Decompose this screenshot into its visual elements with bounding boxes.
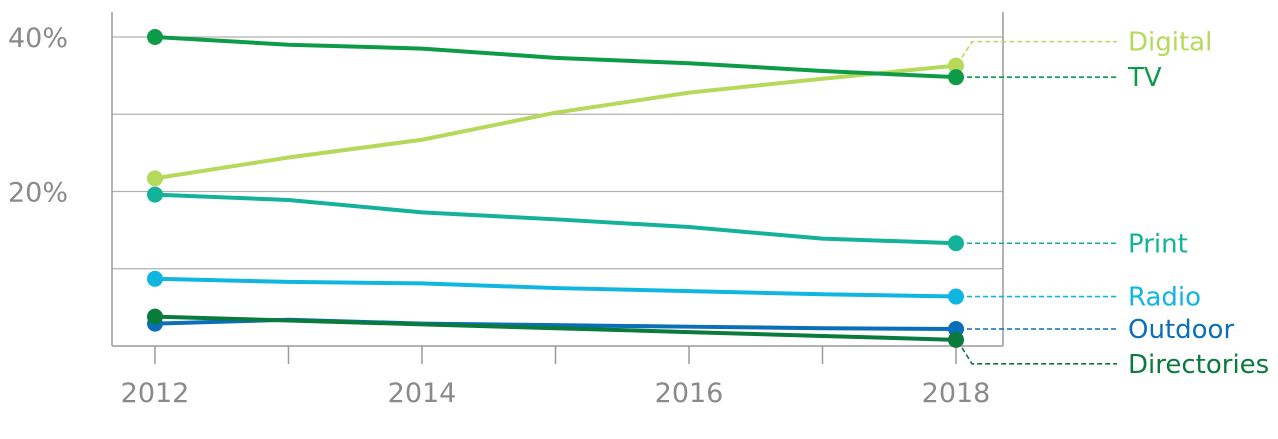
series-points [147,29,964,348]
x-tick-label: 2016 [655,378,724,409]
x-tick-label: 2014 [388,378,457,409]
series-label-directories: Directories [1128,350,1269,380]
series-line-digital [153,63,958,181]
leader-line-digital [961,40,1117,59]
label-leader-lines [961,40,1117,365]
series-line-directories [153,314,958,342]
point-end-tv [948,69,964,86]
point-end-print [948,235,964,252]
point-end-digital [948,57,964,74]
series-lines [153,35,958,342]
series-label-print: Print [1128,229,1188,259]
point-start-directories [147,308,163,325]
series-line-tv [153,35,958,80]
series-line-radio [153,276,958,299]
y-ticks: 40% 20% [8,23,68,209]
series-label-digital: Digital [1128,28,1212,58]
point-start-tv [147,29,163,45]
point-end-directories [948,331,964,348]
series-label-outdoor: Outdoor [1128,315,1234,345]
axes [111,12,1004,347]
point-start-digital [147,170,163,187]
point-end-radio [948,288,964,305]
x-ticks: 2012 2014 2016 2018 [121,346,991,409]
point-start-print [147,186,163,203]
y-tick-label: 20% [8,178,68,209]
x-tick-label: 2018 [922,378,991,409]
series-label-radio: Radio [1128,283,1201,313]
y-tick-label: 40% [8,23,68,54]
point-start-radio [147,270,163,287]
x-tick-label: 2012 [121,378,190,409]
series-line-print [153,192,958,246]
leader-line-directories [961,347,1117,365]
series-label-tv: TV [1127,63,1162,93]
